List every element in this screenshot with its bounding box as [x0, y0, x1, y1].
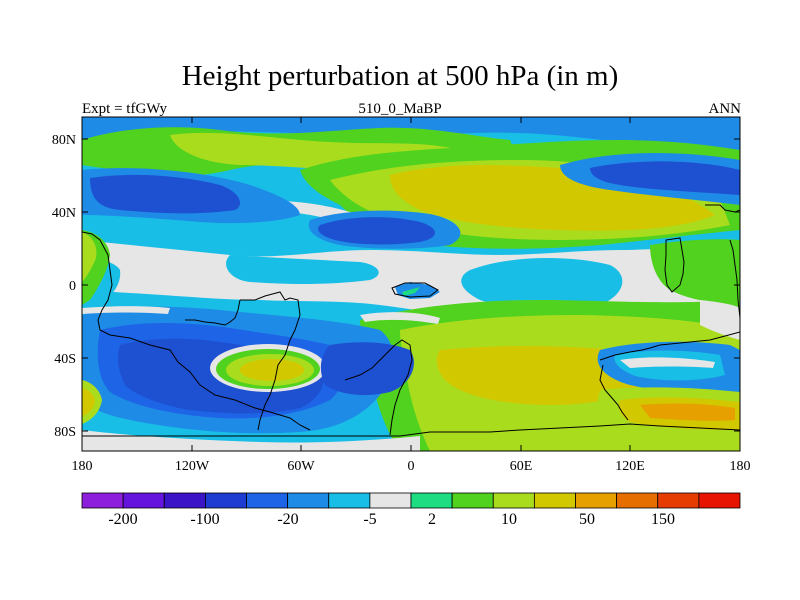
lat-label-40s: 40S — [54, 352, 76, 367]
contour-field — [82, 117, 740, 451]
lat-label-80s: 80S — [54, 425, 76, 440]
colorbar-label: 150 — [651, 511, 675, 528]
colorbar-swatch — [204, 492, 247, 509]
lon-label-180e: 180 — [730, 459, 751, 474]
colorbar-label: 2 — [428, 511, 436, 528]
colorbar-swatch — [369, 492, 412, 509]
colorbar-swatch — [410, 492, 453, 509]
season-label: ANN — [708, 101, 742, 117]
lon-label-120w: 120W — [175, 459, 210, 474]
colorbar-swatch — [287, 492, 330, 509]
colorbar-swatch — [163, 492, 206, 509]
lat-label-0: 0 — [69, 279, 76, 294]
colorbar-swatch — [328, 492, 371, 509]
lon-label-0: 0 — [408, 459, 415, 474]
colorbar-label: 10 — [501, 511, 517, 528]
colorbar — [81, 492, 741, 509]
colorbar-label: -200 — [108, 511, 137, 528]
colorbar-label: -20 — [277, 511, 298, 528]
colorbar-label: 50 — [579, 511, 595, 528]
colorbar-swatch — [575, 492, 618, 509]
colorbar-swatch — [657, 492, 700, 509]
colorbar-swatch — [492, 492, 535, 509]
plot-title: Height perturbation at 500 hPa (in m) — [181, 60, 619, 92]
lat-ticks — [82, 138, 740, 432]
lon-label-180w: 180 — [72, 459, 93, 474]
colorbar-swatch — [81, 492, 124, 509]
lat-label-80n: 80N — [52, 133, 76, 148]
lon-label-60e: 60E — [510, 459, 533, 474]
colorbar-swatch — [616, 492, 659, 509]
lon-ticks — [81, 117, 631, 451]
colorbar-swatch — [533, 492, 576, 509]
colorbar-swatch — [698, 492, 741, 509]
lon-label-120e: 120E — [615, 459, 645, 474]
colorbar-label: -100 — [190, 511, 219, 528]
case-label: 510_0_MaBP — [358, 101, 442, 117]
colorbar-labels: -200 -100 -20 -5 2 10 50 150 — [108, 511, 675, 528]
colorbar-swatch — [451, 492, 494, 509]
lat-label-40n: 40N — [52, 206, 76, 221]
experiment-label: Expt = tfGWy — [82, 101, 168, 117]
colorbar-label: -5 — [363, 511, 376, 528]
colorbar-swatch — [122, 492, 165, 509]
colorbar-swatch — [246, 492, 289, 509]
lon-label-60w: 60W — [287, 459, 315, 474]
coastlines — [82, 204, 740, 437]
